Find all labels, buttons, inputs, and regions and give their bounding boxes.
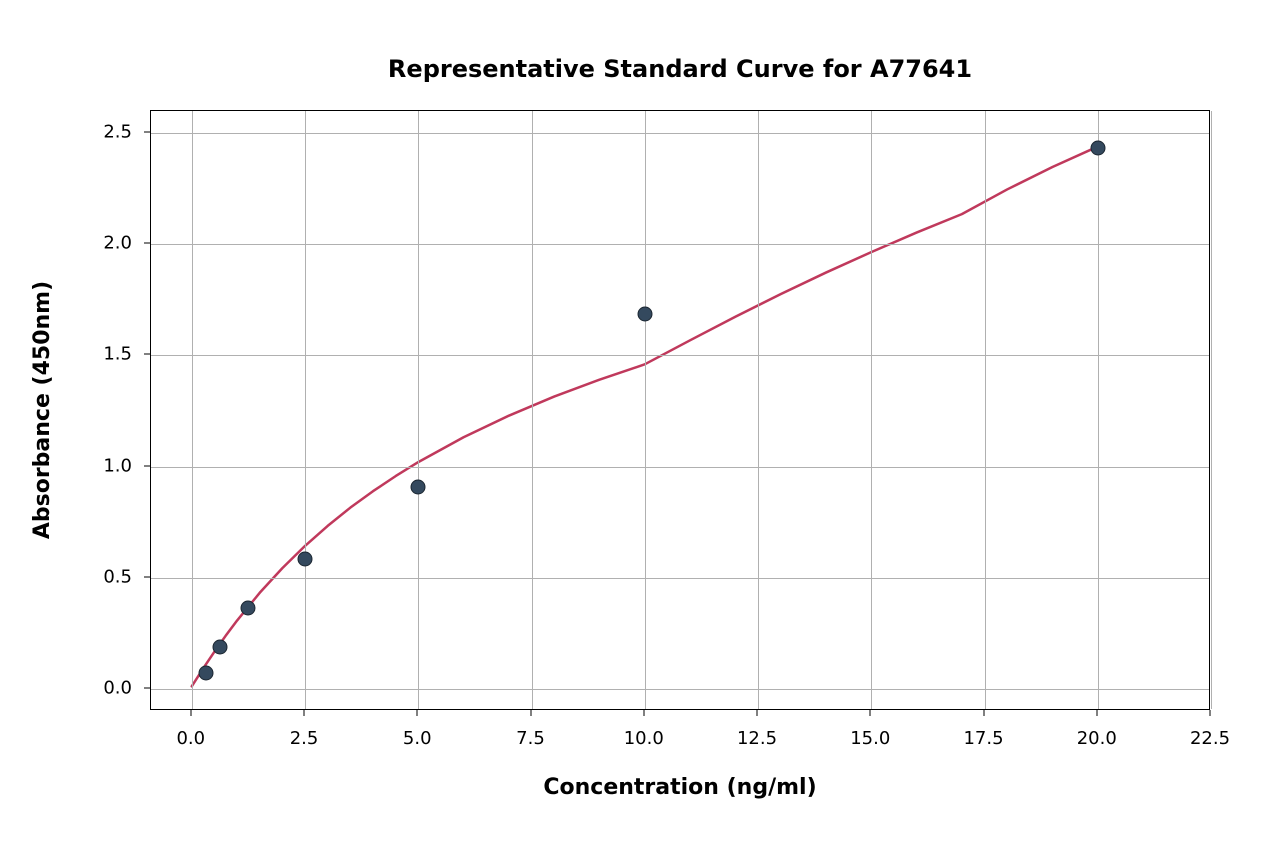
data-point — [213, 639, 228, 654]
gridline-horizontal — [151, 467, 1209, 468]
y-tick-mark — [144, 354, 150, 355]
y-tick-label: 1.0 — [103, 455, 132, 476]
x-axis-label: Concentration (ng/ml) — [543, 775, 816, 800]
x-tick-mark — [1210, 710, 1211, 716]
x-tick-label: 17.5 — [963, 728, 1003, 749]
y-axis-label: Absorbance (450nm) — [30, 281, 55, 539]
x-tick-mark — [530, 710, 531, 716]
y-tick-mark — [144, 576, 150, 577]
x-tick-label: 0.0 — [176, 728, 205, 749]
fitted-curve — [151, 111, 1211, 711]
x-tick-label: 15.0 — [850, 728, 890, 749]
gridline-vertical — [871, 111, 872, 709]
gridline-horizontal — [151, 355, 1209, 356]
gridline-vertical — [985, 111, 986, 709]
y-tick-label: 2.5 — [103, 122, 132, 143]
gridline-horizontal — [151, 689, 1209, 690]
x-tick-mark — [304, 710, 305, 716]
data-point — [411, 479, 426, 494]
gridline-horizontal — [151, 133, 1209, 134]
y-tick-mark — [144, 132, 150, 133]
gridline-vertical — [305, 111, 306, 709]
gridline-vertical — [192, 111, 193, 709]
x-tick-label: 22.5 — [1190, 728, 1230, 749]
gridline-horizontal — [151, 244, 1209, 245]
y-tick-mark — [144, 687, 150, 688]
plot-area — [150, 110, 1210, 710]
x-tick-label: 12.5 — [737, 728, 777, 749]
x-tick-mark — [870, 710, 871, 716]
gridline-vertical — [645, 111, 646, 709]
x-tick-mark — [417, 710, 418, 716]
gridline-vertical — [1211, 111, 1212, 709]
x-tick-label: 5.0 — [403, 728, 432, 749]
x-tick-mark — [643, 710, 644, 716]
x-tick-mark — [757, 710, 758, 716]
y-tick-label: 1.5 — [103, 344, 132, 365]
x-tick-label: 7.5 — [516, 728, 545, 749]
data-point — [1090, 140, 1105, 155]
x-tick-label: 10.0 — [624, 728, 664, 749]
x-tick-label: 2.5 — [290, 728, 319, 749]
data-point — [298, 551, 313, 566]
gridline-vertical — [1098, 111, 1099, 709]
gridline-vertical — [532, 111, 533, 709]
figure: Representative Standard Curve for A77641… — [0, 0, 1280, 845]
chart-title: Representative Standard Curve for A77641 — [388, 55, 972, 83]
gridline-horizontal — [151, 578, 1209, 579]
gridline-vertical — [418, 111, 419, 709]
gridline-vertical — [758, 111, 759, 709]
x-tick-mark — [983, 710, 984, 716]
y-tick-label: 0.5 — [103, 566, 132, 587]
y-tick-mark — [144, 465, 150, 466]
data-point — [637, 307, 652, 322]
y-tick-mark — [144, 243, 150, 244]
y-tick-label: 0.0 — [103, 677, 132, 698]
x-tick-label: 20.0 — [1077, 728, 1117, 749]
data-point — [241, 600, 256, 615]
x-tick-mark — [1096, 710, 1097, 716]
y-tick-label: 2.0 — [103, 233, 132, 254]
data-point — [198, 666, 213, 681]
x-tick-mark — [190, 710, 191, 716]
